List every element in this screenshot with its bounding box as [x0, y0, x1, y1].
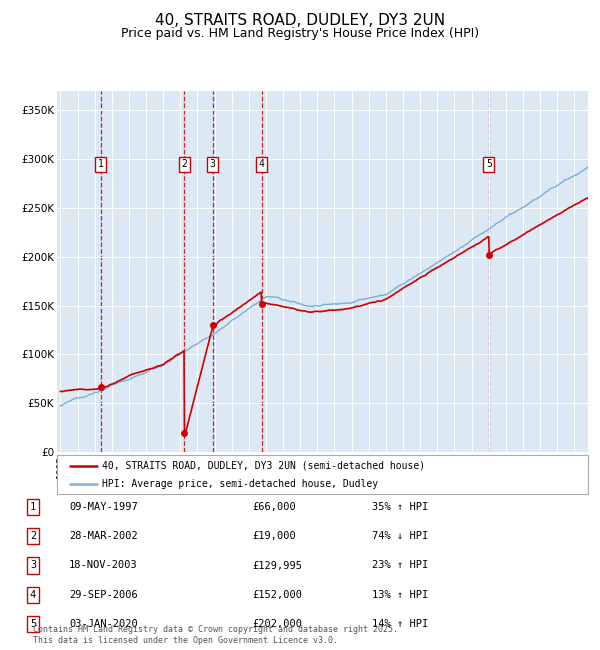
Text: 2: 2	[181, 159, 187, 169]
Text: 3: 3	[30, 560, 36, 571]
Text: £19,000: £19,000	[252, 531, 296, 541]
Text: 03-JAN-2020: 03-JAN-2020	[69, 619, 138, 629]
Text: 3: 3	[209, 159, 215, 169]
Text: 4: 4	[259, 159, 265, 169]
Text: 35% ↑ HPI: 35% ↑ HPI	[372, 502, 428, 512]
Text: £202,000: £202,000	[252, 619, 302, 629]
Text: 40, STRAITS ROAD, DUDLEY, DY3 2UN: 40, STRAITS ROAD, DUDLEY, DY3 2UN	[155, 13, 445, 28]
Text: 18-NOV-2003: 18-NOV-2003	[69, 560, 138, 571]
Text: Price paid vs. HM Land Registry's House Price Index (HPI): Price paid vs. HM Land Registry's House …	[121, 27, 479, 40]
Text: 09-MAY-1997: 09-MAY-1997	[69, 502, 138, 512]
Text: 1: 1	[30, 502, 36, 512]
Text: 14% ↑ HPI: 14% ↑ HPI	[372, 619, 428, 629]
Text: 74% ↓ HPI: 74% ↓ HPI	[372, 531, 428, 541]
Text: £129,995: £129,995	[252, 560, 302, 571]
Text: 40, STRAITS ROAD, DUDLEY, DY3 2UN (semi-detached house): 40, STRAITS ROAD, DUDLEY, DY3 2UN (semi-…	[102, 461, 425, 471]
Text: 29-SEP-2006: 29-SEP-2006	[69, 590, 138, 600]
Text: 13% ↑ HPI: 13% ↑ HPI	[372, 590, 428, 600]
Text: HPI: Average price, semi-detached house, Dudley: HPI: Average price, semi-detached house,…	[102, 479, 378, 489]
Text: Contains HM Land Registry data © Crown copyright and database right 2025.
This d: Contains HM Land Registry data © Crown c…	[33, 625, 398, 645]
FancyBboxPatch shape	[57, 455, 588, 494]
Text: 5: 5	[486, 159, 492, 169]
Text: 23% ↑ HPI: 23% ↑ HPI	[372, 560, 428, 571]
Text: £66,000: £66,000	[252, 502, 296, 512]
Text: 4: 4	[30, 590, 36, 600]
Text: 1: 1	[98, 159, 104, 169]
Text: 28-MAR-2002: 28-MAR-2002	[69, 531, 138, 541]
Text: £152,000: £152,000	[252, 590, 302, 600]
Text: 5: 5	[30, 619, 36, 629]
Text: 2: 2	[30, 531, 36, 541]
